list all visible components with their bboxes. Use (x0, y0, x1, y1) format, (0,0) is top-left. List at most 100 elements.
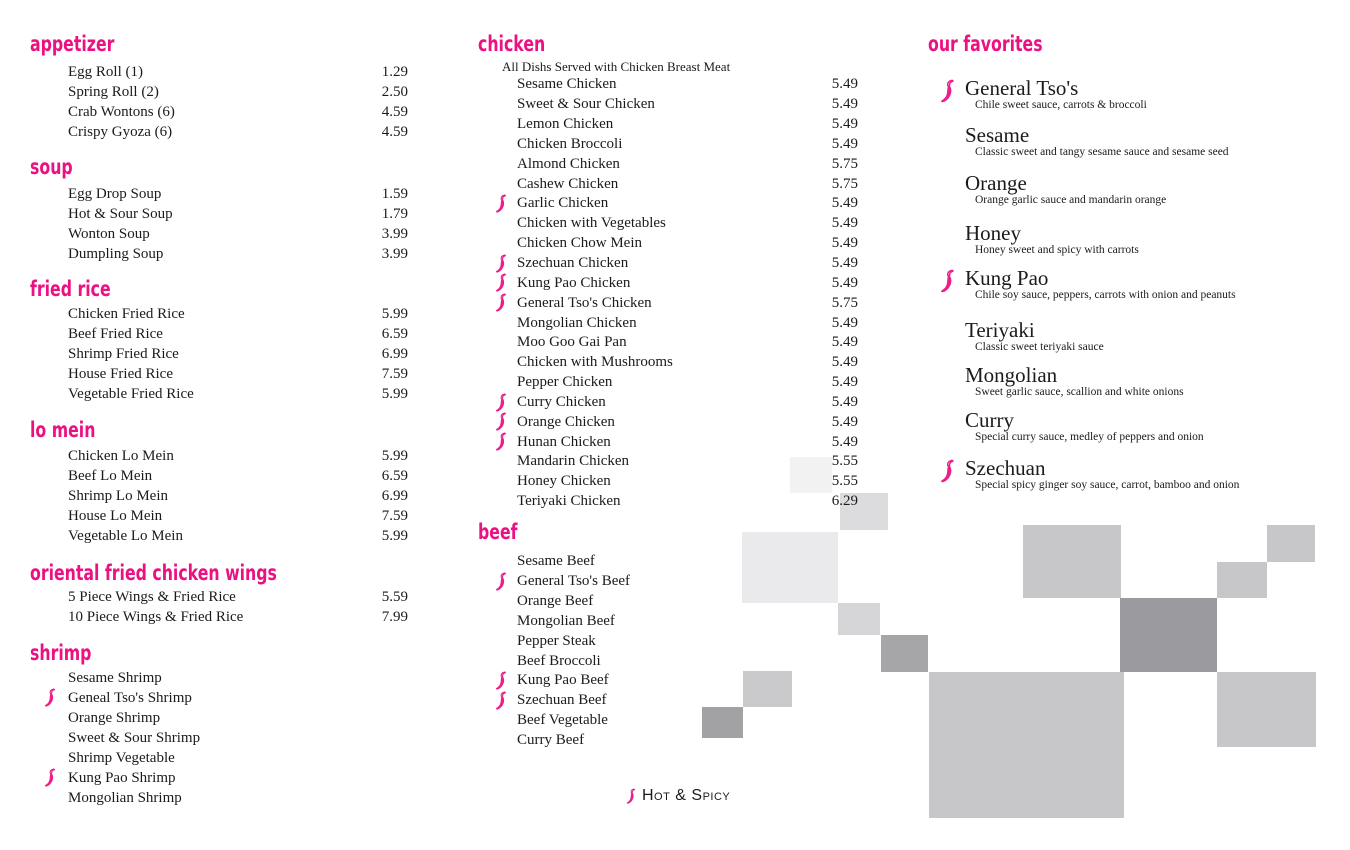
hot-spicy-chili-icon (495, 412, 507, 432)
favorite-name: Kung Pao (965, 266, 1049, 290)
appetizer-items: Egg Roll (1) 1.29 Spring Roll (2) 2.50 Cra… (30, 62, 408, 142)
menu-item: Curry Beef (478, 731, 858, 751)
menu-item: Egg Roll (1) 1.29 (30, 62, 408, 82)
chicken-subtitle: All Dishs Served with Chicken Breast Mea… (502, 59, 731, 74)
favorite-name: Teriyaki (965, 318, 1035, 342)
wings-items: 5 Piece Wings & Fried Rice 5.59 10 Piece … (30, 587, 408, 627)
item-name: Kung Pao Shrimp (68, 769, 176, 786)
item-name: Chicken Fried Rice (68, 305, 185, 322)
item-name: Chicken Broccoli (517, 135, 623, 152)
item-name: House Fried Rice (68, 365, 173, 382)
favorite-description: Special curry sauce, medley of peppers a… (975, 431, 1204, 443)
section-title-wings: oriental fried chicken wings (30, 561, 277, 585)
hot-spicy-chili-icon (495, 273, 507, 293)
favorite-name: Szechuan (965, 456, 1046, 480)
favorite-entry: Teriyaki Classic sweet teriyaki sauce (928, 319, 1328, 354)
item-price: 1.59 (381, 185, 408, 202)
item-price: 5.49 (831, 195, 858, 212)
chicken-items: Sesame Chicken 5.49 Sweet & Sour Chicken 5… (478, 75, 858, 512)
hot-spicy-legend: Hot & Spicy (626, 787, 730, 805)
item-price: 5.75 (831, 294, 858, 311)
item-price: 5.49 (831, 96, 858, 113)
left-column: appetizer Egg Roll (1) 1.29 Spring Roll (… (30, 0, 408, 850)
hot-spicy-chili-icon (626, 788, 636, 805)
item-price: 5.75 (831, 155, 858, 172)
item-price: 4.59 (381, 123, 408, 140)
item-name: Chicken Chow Mein (517, 235, 642, 252)
item-price: 3.99 (381, 245, 408, 262)
favorite-entry: Kung Pao Chile soy sauce, peppers, carro… (928, 267, 1328, 302)
hot-spicy-chili-icon (940, 269, 955, 294)
menu-item: General Tso's Chicken 5.75 (478, 293, 858, 313)
favorite-description: Orange garlic sauce and mandarin orange (975, 194, 1167, 206)
beef-items: Sesame Beef General Tso's Beef Orange Be… (478, 552, 858, 750)
item-price: 5.59 (381, 588, 408, 605)
shrimp-items: Sesame Shrimp Geneal Tso's Shrimp Orange… (30, 668, 408, 808)
item-price: 7.59 (381, 507, 408, 524)
item-name: Sesame Shrimp (68, 669, 162, 686)
item-price: 5.49 (831, 354, 858, 371)
item-price: 5.49 (831, 215, 858, 232)
menu-item: House Fried Rice 7.59 (30, 364, 408, 384)
item-price: 4.59 (381, 103, 408, 120)
menu-item: Chicken Fried Rice 5.99 (30, 304, 408, 324)
item-price: 5.49 (831, 235, 858, 252)
item-price: 6.99 (381, 487, 408, 504)
item-name: Crab Wontons (6) (68, 103, 175, 120)
menu-item: Kung Pao Beef (478, 671, 858, 691)
item-name: Kung Pao Beef (517, 672, 609, 689)
item-name: Moo Goo Gai Pan (517, 334, 627, 351)
item-name: Chicken with Vegetables (517, 215, 666, 232)
item-name: Chicken Lo Mein (68, 447, 174, 464)
menu-item: Lemon Chicken 5.49 (478, 115, 858, 135)
item-price: 6.99 (381, 345, 408, 362)
section-title-lo-mein: lo mein (30, 418, 96, 442)
hot-spicy-chili-icon (495, 572, 507, 592)
menu-item: Hunan Chicken 5.49 (478, 432, 858, 452)
item-name: General Tso's Chicken (517, 294, 652, 311)
item-price: 7.59 (381, 365, 408, 382)
menu-item: Spring Roll (2) 2.50 (30, 82, 408, 102)
menu-item: Teriyaki Chicken 6.29 (478, 492, 858, 512)
item-name: General Tso's Beef (517, 573, 631, 590)
item-price: 7.99 (381, 608, 408, 625)
hot-spicy-chili-icon (940, 79, 955, 104)
favorite-description: Classic sweet teriyaki sauce (975, 341, 1104, 353)
favorite-entry: Curry Special curry sauce, medley of pep… (928, 409, 1328, 444)
menu-item: Chicken with Mushrooms 5.49 (478, 353, 858, 373)
item-price: 1.29 (381, 63, 408, 80)
favorite-name: Curry (965, 408, 1014, 432)
menu-item: Sesame Shrimp (30, 668, 408, 688)
item-name: Honey Chicken (517, 473, 611, 490)
menu-item: Shrimp Fried Rice 6.99 (30, 344, 408, 364)
menu-item: 10 Piece Wings & Fried Rice 7.99 (30, 607, 408, 627)
item-name: Sesame Beef (517, 553, 595, 570)
menu-item: Chicken Broccoli 5.49 (478, 135, 858, 155)
menu-item: General Tso's Beef (478, 572, 858, 592)
hot-spicy-chili-icon (495, 432, 507, 452)
favorite-name: Honey (965, 221, 1021, 245)
favorite-description: Chile soy sauce, peppers, carrots with o… (975, 289, 1236, 301)
item-name: Lemon Chicken (517, 116, 614, 133)
menu-item: Sesame Beef (478, 552, 858, 572)
hot-spicy-chili-icon (495, 671, 507, 691)
item-name: Mongolian Chicken (517, 314, 637, 331)
menu-item: Pepper Steak (478, 631, 858, 651)
decor-square (790, 457, 832, 493)
menu-item: Curry Chicken 5.49 (478, 393, 858, 413)
soup-items: Egg Drop Soup 1.59 Hot & Sour Soup 1.79 Wo… (30, 184, 408, 264)
hot-spicy-chili-icon (940, 459, 955, 484)
hot-spicy-chili-icon (495, 254, 507, 274)
item-price: 5.55 (831, 473, 858, 490)
favorite-description: Sweet garlic sauce, scallion and white o… (975, 386, 1184, 398)
menu-item: Chicken Lo Mein 5.99 (30, 446, 408, 466)
decor-square (838, 603, 880, 635)
menu-item: Shrimp Lo Mein 6.99 (30, 486, 408, 506)
menu-item: Mongolian Shrimp (30, 788, 408, 808)
menu-item: House Lo Mein 7.59 (30, 506, 408, 526)
decor-square (929, 672, 1124, 818)
decor-square (1267, 525, 1315, 562)
favorite-description: Honey sweet and spicy with carrots (975, 244, 1139, 256)
decor-square (1217, 672, 1316, 747)
item-price: 5.55 (831, 453, 858, 470)
